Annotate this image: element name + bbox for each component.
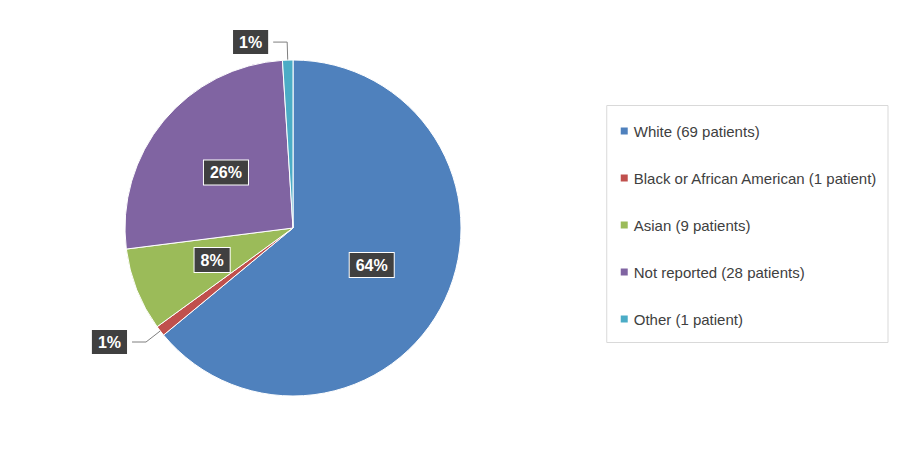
svg-text:26%: 26%: [210, 164, 242, 181]
svg-text:Other (1 patient): Other (1 patient): [634, 311, 743, 328]
svg-text:64%: 64%: [356, 257, 388, 274]
svg-text:Black or African American (1 p: Black or African American (1 patient): [634, 170, 877, 187]
svg-text:8%: 8%: [201, 252, 224, 269]
svg-text:Asian (9 patients): Asian (9 patients): [634, 217, 751, 234]
svg-text:1%: 1%: [239, 34, 262, 51]
svg-text:Not reported (28 patients): Not reported (28 patients): [634, 264, 805, 281]
svg-text:White (69 patients): White (69 patients): [634, 123, 760, 140]
svg-text:1%: 1%: [98, 334, 121, 351]
